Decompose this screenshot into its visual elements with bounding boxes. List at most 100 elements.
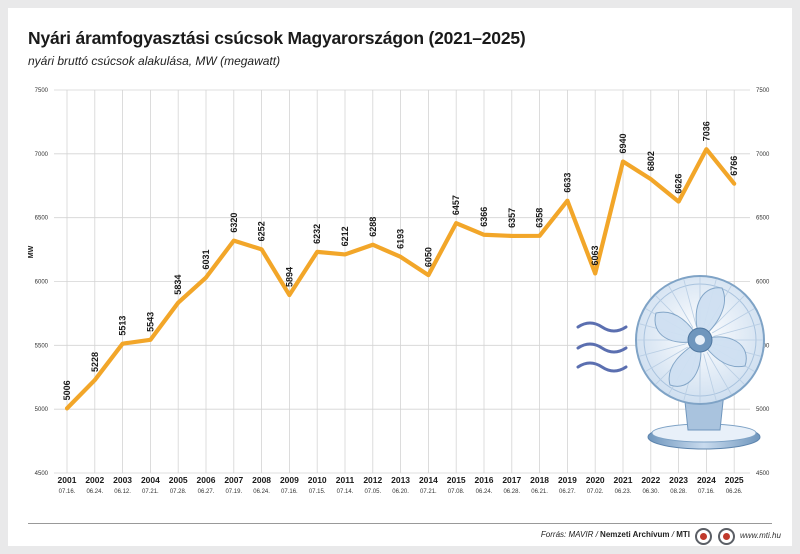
- x-tick-label: 2012: [363, 475, 382, 485]
- x-tick-label: 2002: [85, 475, 104, 485]
- mtva-logo-icon: [695, 528, 712, 545]
- x-date-label: 07.19.: [225, 489, 242, 495]
- value-label: 6358: [535, 208, 545, 228]
- value-label: 5894: [284, 267, 294, 287]
- x-tick-label: 2022: [641, 475, 660, 485]
- source-credit: Forrás: MAVIR / Nemzeti Archívum / MTI: [0, 530, 690, 539]
- value-label: 5006: [62, 380, 72, 400]
- x-tick-label: 2005: [169, 475, 188, 485]
- x-date-label: 06.27.: [198, 489, 215, 495]
- value-label: 6212: [340, 226, 350, 246]
- value-label: 6366: [479, 207, 489, 227]
- source-archive: Nemzeti Archívum: [600, 530, 670, 539]
- value-label: 6802: [646, 151, 656, 171]
- value-label: 6357: [507, 208, 517, 228]
- x-date-label: 07.08.: [448, 489, 465, 495]
- x-date-label: 07.16.: [59, 489, 76, 495]
- y-tick-label: 7000: [35, 152, 49, 158]
- value-label: 6193: [396, 229, 406, 249]
- x-date-label: 06.24.: [476, 489, 493, 495]
- source-prefix: Forrás: MAVIR /: [540, 530, 601, 539]
- fan-rib: [711, 308, 755, 334]
- y-tick-label: 6000: [35, 280, 49, 286]
- x-tick-label: 2014: [419, 475, 438, 485]
- value-label: 6252: [257, 221, 267, 241]
- x-date-label: 07.14.: [337, 489, 354, 495]
- x-date-label: 07.15.: [309, 489, 326, 495]
- y-tick-label-right: 4500: [756, 471, 770, 477]
- value-label: 6320: [229, 213, 239, 233]
- fan-rib: [645, 346, 689, 372]
- y-tick-label: 5500: [35, 343, 49, 349]
- y-tick-label: 7500: [35, 88, 49, 94]
- x-date-label: 06.23.: [615, 489, 632, 495]
- x-tick-label: 2001: [58, 475, 77, 485]
- x-date-label: 08.28.: [670, 489, 687, 495]
- fan-rib: [683, 279, 697, 327]
- y-tick-label-right: 7500: [756, 88, 770, 94]
- value-label: 6633: [562, 173, 572, 193]
- fan-rib: [713, 323, 761, 337]
- footer-rule: [28, 523, 772, 524]
- x-tick-label: 2010: [308, 475, 327, 485]
- y-tick-label-right: 5000: [756, 407, 770, 413]
- value-label: 6232: [312, 224, 322, 244]
- x-tick-label: 2019: [558, 475, 577, 485]
- x-date-label: 07.21.: [420, 489, 437, 495]
- x-date-label: 07.02.: [587, 489, 604, 495]
- x-date-label: 06.26.: [726, 489, 743, 495]
- x-tick-label: 2013: [391, 475, 410, 485]
- value-label: 6766: [729, 156, 739, 176]
- website-link[interactable]: www.mti.hu: [740, 531, 781, 540]
- series-line: [64, 147, 737, 411]
- chart-frame: [8, 8, 792, 546]
- mti-logo-icon: [718, 528, 735, 545]
- x-date-label: 06.27.: [559, 489, 576, 495]
- value-label: 6940: [618, 133, 628, 153]
- value-label: 6288: [368, 217, 378, 237]
- x-tick-label: 2017: [502, 475, 521, 485]
- value-label: 5834: [173, 275, 183, 295]
- value-label: 5228: [90, 352, 100, 372]
- fan-rib: [706, 351, 732, 395]
- x-tick-label: 2004: [141, 475, 160, 485]
- x-tick-label: 2016: [475, 475, 494, 485]
- x-date-label: 06.28.: [503, 489, 520, 495]
- y-axis-label: MW: [28, 245, 35, 258]
- x-date-label: 06.30.: [642, 489, 659, 495]
- value-label: 5513: [118, 316, 128, 336]
- chart-title: Nyári áramfogyasztási csúcsok Magyarorsz…: [28, 28, 526, 48]
- value-label: 7036: [701, 121, 711, 141]
- value-label: 6031: [201, 250, 211, 270]
- source-agency: MTI: [676, 530, 690, 539]
- x-date-label: 07.21.: [142, 489, 159, 495]
- x-tick-label: 2015: [447, 475, 466, 485]
- fan-rib: [639, 343, 687, 357]
- x-tick-label: 2023: [669, 475, 688, 485]
- x-date-label: 06.24.: [253, 489, 270, 495]
- source-separator: /: [669, 530, 677, 539]
- x-tick-label: 2008: [252, 475, 271, 485]
- value-label: 6457: [451, 195, 461, 215]
- x-tick-label: 2007: [224, 475, 243, 485]
- y-tick-label: 5000: [35, 407, 49, 413]
- y-tick-label-right: 7000: [756, 152, 770, 158]
- wind-waves-icon: [576, 321, 628, 373]
- x-date-label: 06.12.: [114, 489, 131, 495]
- x-tick-label: 2011: [336, 475, 355, 485]
- value-label: 6626: [674, 174, 684, 194]
- fan-rib: [709, 295, 745, 331]
- y-tick-label: 4500: [35, 471, 49, 477]
- value-label: 6063: [590, 245, 600, 265]
- x-date-label: 06.20.: [392, 489, 409, 495]
- x-tick-label: 2006: [197, 475, 216, 485]
- chart-subtitle: nyári bruttó csúcsok alakulása, MW (mega…: [28, 54, 281, 68]
- x-date-label: 07.16.: [281, 489, 298, 495]
- y-tick-label-right: 6000: [756, 280, 770, 286]
- value-label: 5543: [145, 312, 155, 332]
- y-tick-label-right: 6500: [756, 216, 770, 222]
- x-date-label: 07.28.: [170, 489, 187, 495]
- value-label: 6050: [423, 247, 433, 267]
- x-tick-label: 2009: [280, 475, 299, 485]
- fan-rib: [703, 353, 717, 401]
